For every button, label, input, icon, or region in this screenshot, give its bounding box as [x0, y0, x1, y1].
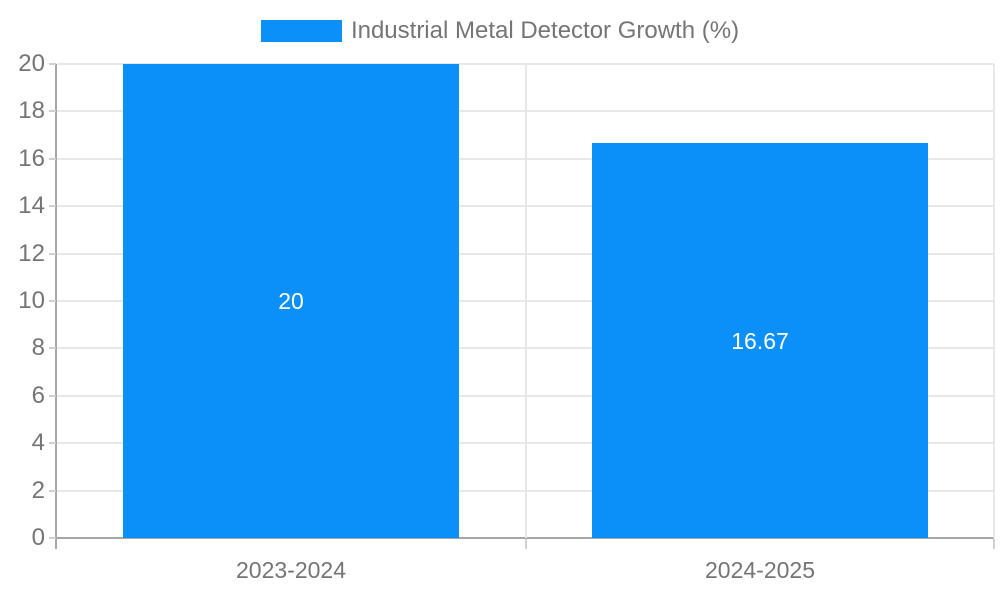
x-axis-line [55, 537, 994, 539]
y-tick-label: 14 [18, 192, 45, 220]
bar-value-label: 20 [278, 288, 304, 314]
y-tick [49, 110, 56, 113]
y-tick [49, 394, 56, 397]
plot-area: 20 16.67 [57, 63, 995, 538]
x-category-label: 2023-2024 [236, 557, 346, 583]
y-tick-label: 18 [18, 97, 45, 125]
y-tick-label: 10 [18, 287, 45, 314]
y-tick-label: 4 [31, 429, 45, 457]
y-tick-label: 20 [18, 50, 45, 77]
legend-swatch [260, 20, 342, 42]
y-tick-label: 16 [18, 144, 45, 172]
x-gridline [524, 64, 527, 538]
x-category-label: 2024-2025 [705, 557, 815, 583]
legend-label: Industrial Metal Detector Growth (%) [350, 17, 740, 44]
x-tick [993, 539, 995, 549]
x-gridline [993, 64, 995, 538]
y-tick-label: 2 [31, 476, 45, 504]
y-tick [49, 489, 56, 492]
y-axis-line [55, 64, 57, 549]
y-tick [49, 347, 56, 350]
y-tick [49, 157, 56, 160]
y-tick-label: 12 [18, 239, 45, 267]
bar-value-label: 16.67 [731, 328, 789, 354]
y-tick [49, 537, 56, 539]
y-tick [49, 442, 56, 445]
y-tick [49, 205, 56, 208]
legend: Industrial Metal Detector Growth (%) [0, 17, 1000, 44]
y-tick-label: 6 [31, 381, 45, 409]
y-tick [49, 300, 56, 302]
y-tick-label: 8 [31, 334, 45, 362]
y-tick [49, 252, 56, 255]
y-tick-label: 0 [31, 524, 45, 551]
bar: 20 [123, 64, 459, 538]
y-tick [49, 63, 56, 65]
bar: 16.67 [592, 143, 928, 538]
x-tick [524, 539, 527, 549]
